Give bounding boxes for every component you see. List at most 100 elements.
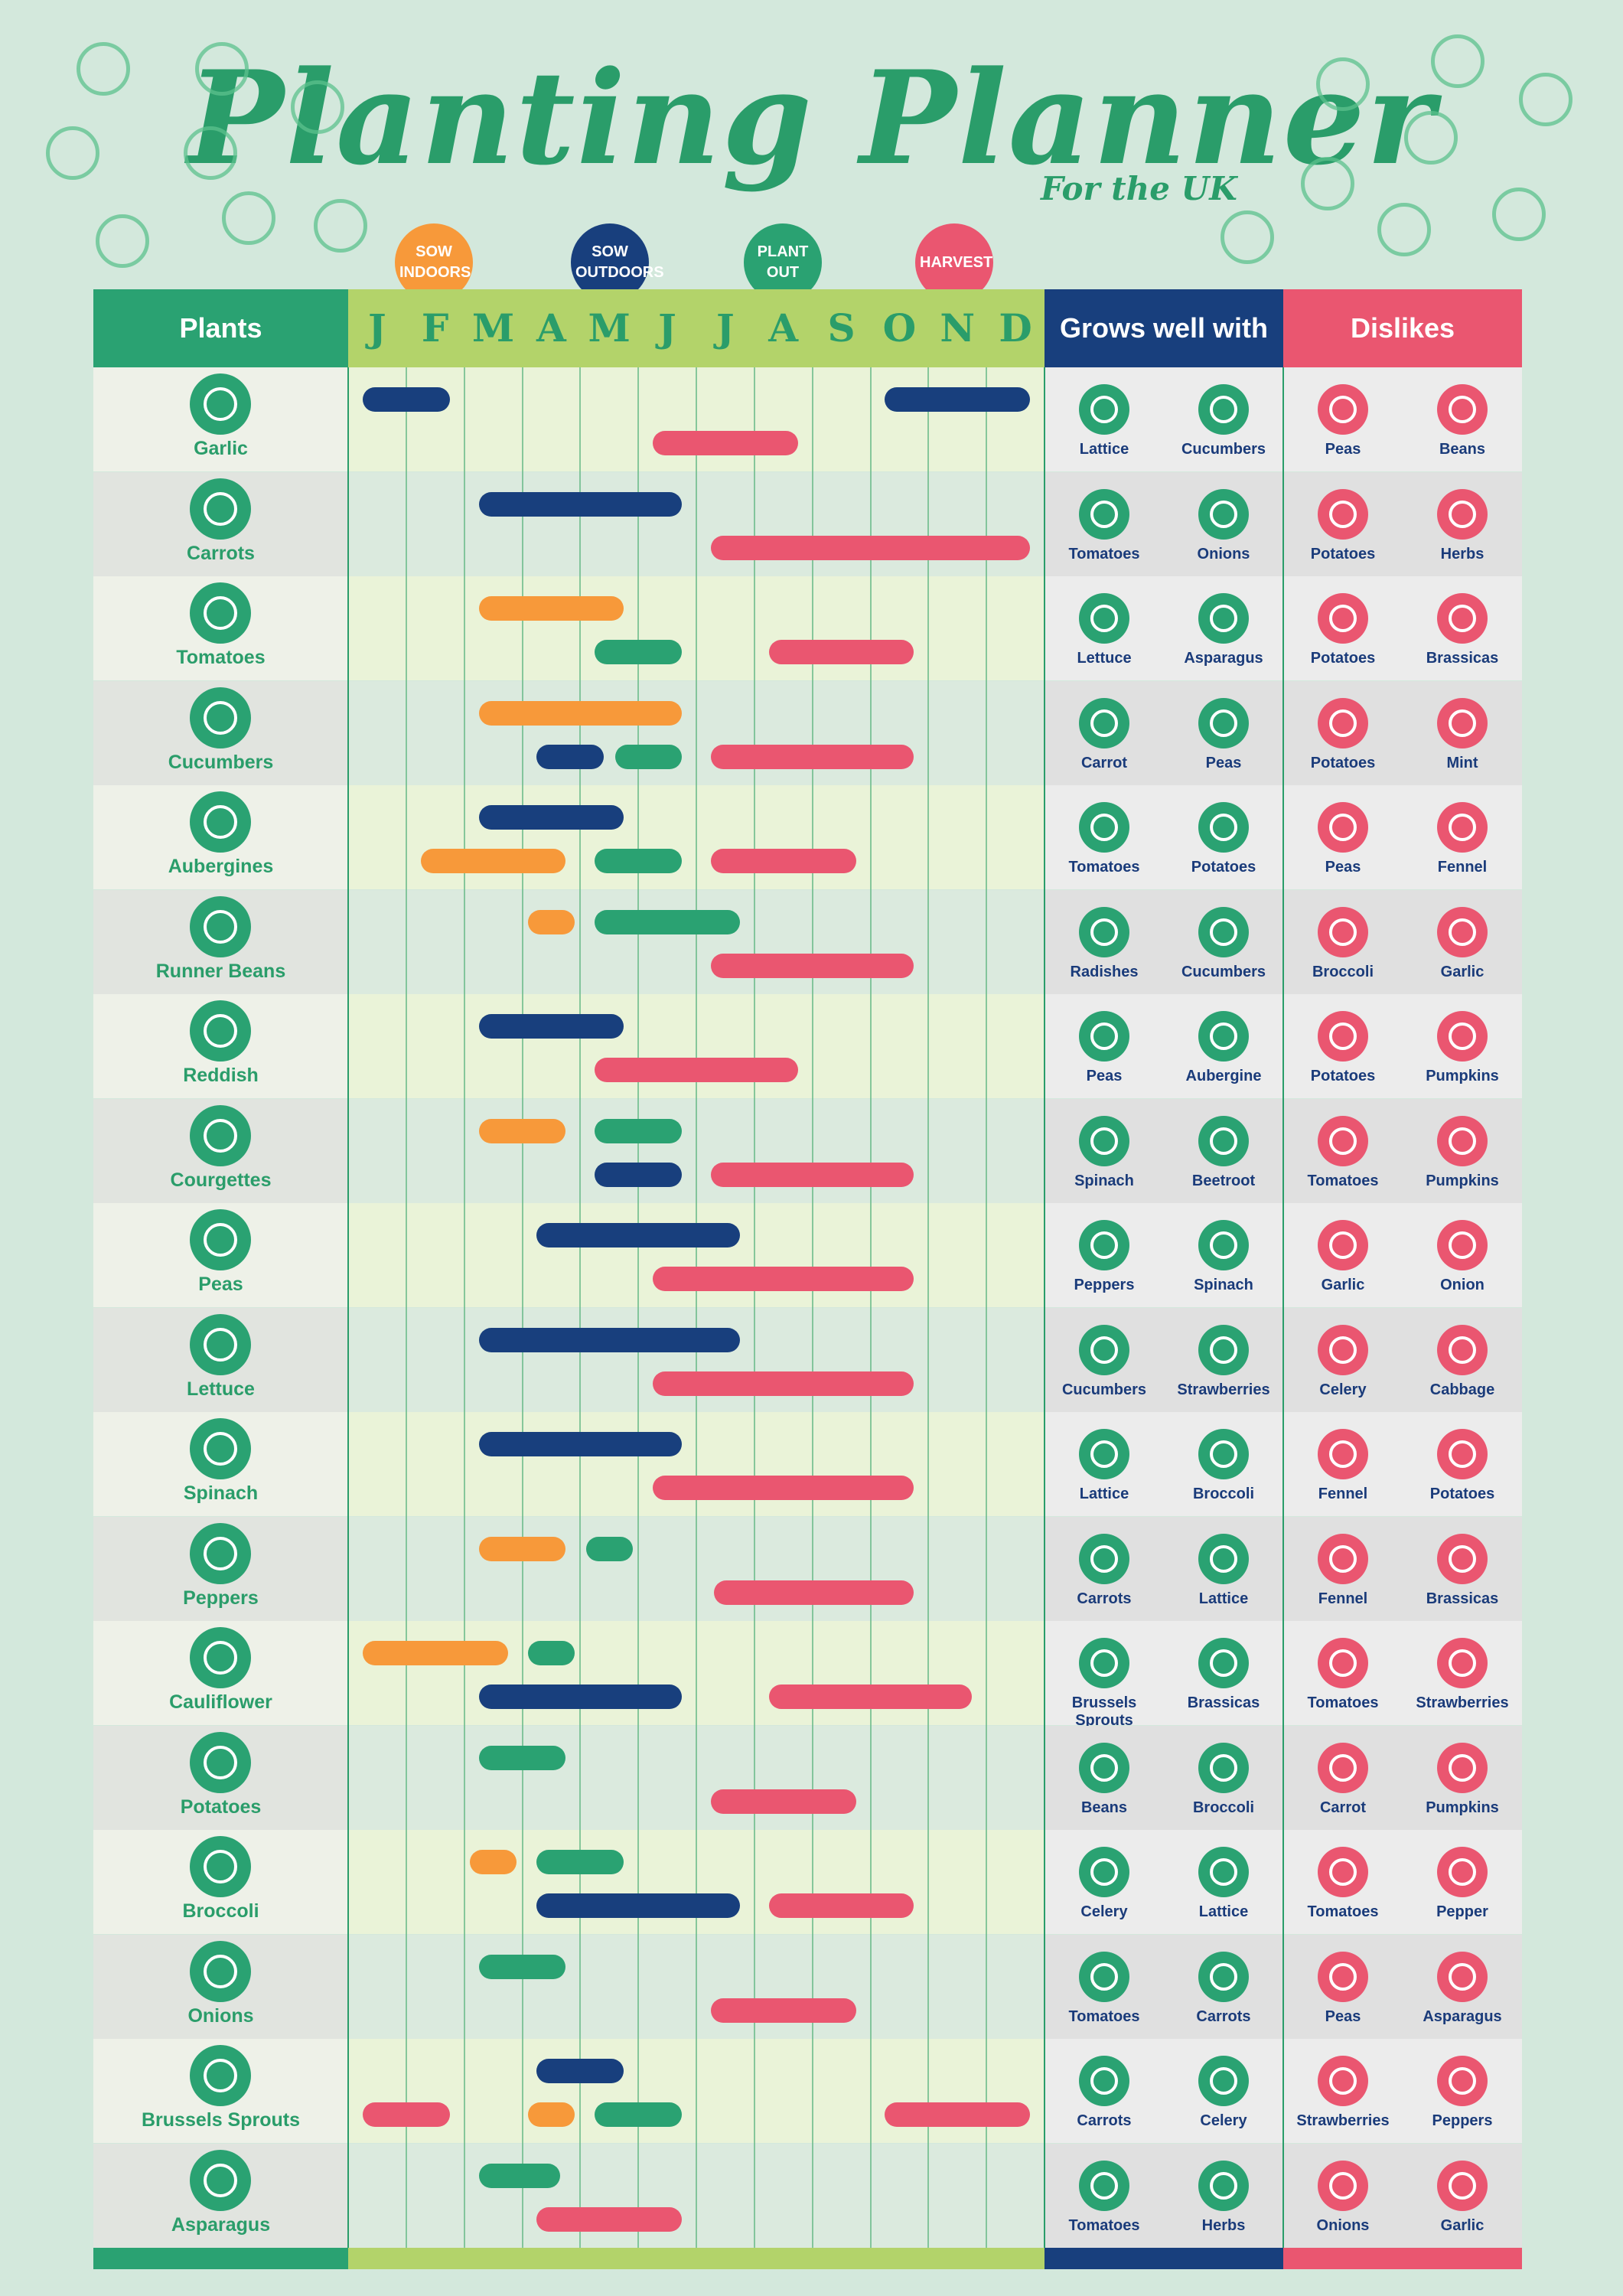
plant-cell: Brussels Sprouts: [93, 2039, 348, 2143]
onions-icon: [1198, 488, 1249, 540]
month-label: M: [471, 305, 515, 351]
plant-cell: Garlic: [93, 367, 348, 471]
potatoes-icon: [1318, 593, 1368, 644]
beans-icon: [1437, 384, 1488, 435]
herbs-icon: [1198, 2160, 1249, 2211]
plant-cell: Peas: [93, 1203, 348, 1307]
radish-icon: [190, 1000, 251, 1062]
dislike-label: Onion: [1440, 1277, 1484, 1293]
bar-sow-indoors: [478, 1118, 566, 1143]
bar-sow-outdoors: [478, 805, 624, 830]
companion-label: Carrots: [1196, 2007, 1251, 2025]
grows-well-with-cell: Cucumbers Strawberries: [1045, 1307, 1283, 1412]
month-label: O: [882, 305, 917, 351]
month-label: J: [368, 305, 386, 351]
cucumber-icon: [190, 687, 251, 748]
bar-harvest: [768, 1893, 914, 1918]
tomatoes-icon: [1079, 802, 1129, 853]
plant-name: Reddish: [183, 1065, 259, 1086]
cauliflower-outline-icon: [1316, 57, 1370, 111]
lettuce-icon: [1079, 593, 1129, 644]
plant-name: Runner Beans: [155, 960, 286, 982]
radishes-icon: [1079, 906, 1129, 957]
companion-label: Tomatoes: [1068, 545, 1140, 563]
garlic-outline-icon: [77, 42, 130, 96]
dislike-label: Potatoes: [1310, 754, 1376, 771]
plant-cell: Carrots: [93, 471, 348, 576]
footer-strip-plants: [93, 2248, 348, 2269]
bar-harvest: [768, 640, 914, 664]
dislike-label: Garlic: [1440, 2216, 1484, 2234]
pepper-icon: [190, 1522, 251, 1584]
plant-cell: Spinach: [93, 1412, 348, 1516]
carrot-icon: [1079, 697, 1129, 748]
grows-well-with-cell: Lattice Cucumbers: [1045, 367, 1283, 471]
potatoes-icon: [1318, 488, 1368, 540]
dislikes-cell: Peas Beans: [1283, 367, 1522, 471]
companion-label: Lattice: [1198, 1590, 1249, 1607]
plant-name: Onions: [187, 2004, 254, 2027]
spinach-icon: [190, 1418, 251, 1479]
bar-sow-indoors: [478, 700, 683, 726]
tomatoes-icon: [1318, 1115, 1368, 1166]
garlic-icon: [1437, 2160, 1488, 2211]
companion-label: Tomatoes: [1068, 2007, 1140, 2025]
peas-icon: [1318, 802, 1368, 853]
potato-icon: [190, 1731, 251, 1793]
bar-harvest: [885, 2102, 1031, 2127]
potatoes-icon: [1198, 802, 1249, 853]
month-grid: [348, 367, 1045, 2248]
broccoli-icon: [1318, 906, 1368, 957]
potatoes-icon: [1437, 1429, 1488, 1479]
companion-label: Lattice: [1198, 1903, 1249, 1920]
dislike-label: Fennel: [1318, 1590, 1368, 1607]
asparagus-icon: [1198, 593, 1249, 644]
carrot-icon: [1318, 1742, 1368, 1793]
plant-cell: Tomatoes: [93, 576, 348, 680]
bar-plant-out: [595, 1118, 683, 1143]
grows-well-with-cell: Peppers Spinach: [1045, 1203, 1283, 1307]
carrots-icon: [1079, 2056, 1129, 2106]
strawberries-icon: [1437, 1638, 1488, 1688]
month-label: J: [658, 305, 676, 351]
bar-plant-out: [478, 2163, 560, 2188]
dislikes-cell: Potatoes Brassicas: [1283, 576, 1522, 680]
potatoes-icon: [1318, 1011, 1368, 1062]
dislike-label: Brassicas: [1426, 650, 1499, 667]
plant-name: Garlic: [194, 438, 248, 459]
carrots-icon: [1198, 1951, 1249, 2002]
page-title: Planting Planner: [187, 42, 1436, 194]
companion-label: Peas: [1086, 1068, 1123, 1084]
plant-cell: Lettuce: [93, 1307, 348, 1412]
lettuce-outline-icon: [46, 126, 99, 180]
onions-icon: [1318, 2160, 1368, 2211]
dislike-label: Fennel: [1437, 859, 1488, 876]
pepper-outline-icon: [1404, 111, 1458, 165]
bar-plant-out: [614, 744, 683, 769]
companion-label: Tomatoes: [1068, 2216, 1140, 2234]
bar-sow-indoors: [528, 909, 575, 934]
dislike-label: Mint: [1446, 754, 1478, 771]
dislike-label: Fennel: [1318, 1486, 1368, 1502]
plant-cell: Cucumbers: [93, 680, 348, 785]
dislike-label: Pepper: [1436, 1903, 1488, 1920]
carrot-icon: [190, 478, 251, 540]
dislikes-cell: Fennel Potatoes: [1283, 1412, 1522, 1516]
celery-icon: [1318, 1324, 1368, 1375]
bar-harvest: [710, 535, 1031, 560]
plant-name: Aubergines: [168, 856, 274, 877]
plant-name: Courgettes: [170, 1169, 272, 1191]
spinach-outline-icon: [1221, 210, 1274, 264]
dislikes-cell: Onions Garlic: [1283, 2143, 1522, 2248]
grows-well-with-cell: Celery Lattice: [1045, 1830, 1283, 1934]
months-header: [348, 289, 1045, 367]
month-gridline: [869, 367, 872, 2248]
spinach-icon: [1198, 1220, 1249, 1270]
companion-label: Herbs: [1201, 2216, 1246, 2234]
month-gridline: [986, 367, 988, 2248]
cucumbers-icon: [1198, 906, 1249, 957]
carrots-icon: [1079, 1533, 1129, 1584]
bar-sow-indoors: [528, 2102, 575, 2127]
onion-icon: [190, 1940, 251, 2002]
dislikes-cell: Tomatoes Strawberries: [1283, 1621, 1522, 1725]
